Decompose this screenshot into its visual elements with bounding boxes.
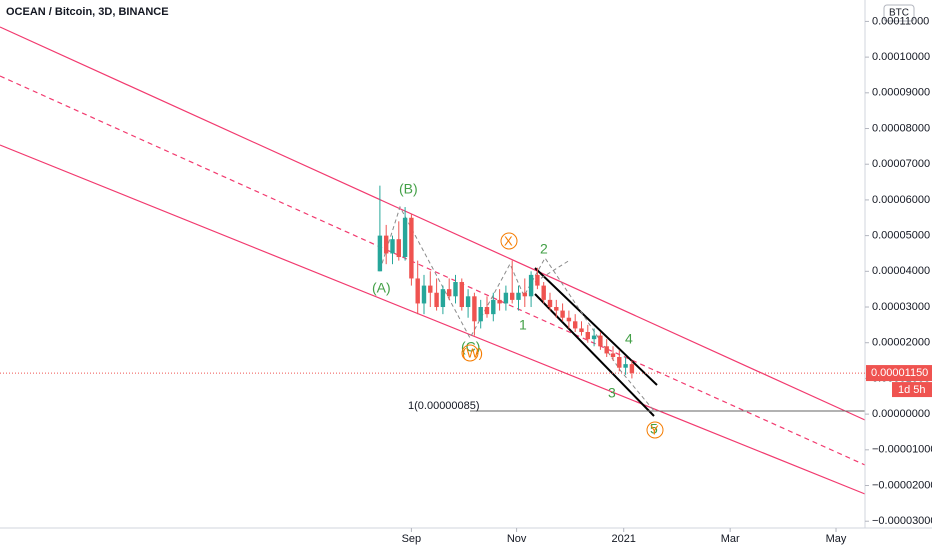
candle-body xyxy=(541,285,546,300)
wave-line xyxy=(379,205,656,413)
candle-body xyxy=(566,317,572,322)
wave-label: 1 xyxy=(519,317,527,333)
channel-lower xyxy=(0,144,866,495)
candle-body xyxy=(440,289,446,308)
candle-body xyxy=(409,217,414,279)
wave-label: 4 xyxy=(625,331,633,347)
y-tick-label: 0.00002000 xyxy=(872,337,930,349)
wave-label: X xyxy=(504,233,513,248)
wedge-top xyxy=(534,267,658,386)
candle-body xyxy=(610,353,616,357)
y-tick-label: 0.00007000 xyxy=(872,158,930,170)
wave-label: (A) xyxy=(372,280,391,296)
candle-body xyxy=(617,356,622,368)
x-tick-label: Sep xyxy=(402,533,422,545)
candle-body xyxy=(598,335,603,347)
candle-body xyxy=(522,292,528,297)
marks xyxy=(377,185,635,379)
candle-body xyxy=(428,285,433,293)
circle xyxy=(500,232,518,250)
wave-label: Y xyxy=(650,422,659,437)
candle-body xyxy=(383,235,389,254)
candle-body xyxy=(459,282,465,308)
wave-label: 3 xyxy=(608,385,616,401)
candle-body xyxy=(547,299,553,308)
candle-body xyxy=(434,292,439,308)
x-tick-label: May xyxy=(826,533,847,545)
y-tick-label: 0.00006000 xyxy=(872,194,930,206)
candle-body xyxy=(491,299,496,315)
candle-body xyxy=(629,364,635,374)
candle-body xyxy=(509,292,515,300)
circle xyxy=(461,344,479,362)
wave-label: (W) xyxy=(462,345,483,360)
y-tick-label: 0.00003000 xyxy=(872,301,930,313)
candle-body xyxy=(396,239,401,258)
candle-body xyxy=(478,307,483,322)
wave-label: (B) xyxy=(399,181,418,197)
x-tick-label: Nov xyxy=(507,533,527,545)
fib-label: 1(0.00000085) xyxy=(408,400,480,412)
candle-body xyxy=(484,307,490,315)
y-tick-label: 0.00000000 xyxy=(872,408,930,420)
y-tick-label: 0.00008000 xyxy=(872,122,930,134)
y-tick-label: 0.00009000 xyxy=(872,87,930,99)
x-tick-label: 2021 xyxy=(611,533,635,545)
candle-body xyxy=(560,310,565,318)
candle-body xyxy=(579,328,584,333)
candle-body xyxy=(503,292,509,304)
candle-body xyxy=(446,289,452,297)
candle-body xyxy=(421,285,427,304)
candle-body xyxy=(377,235,383,272)
channel xyxy=(0,26,866,495)
y-tick-label: −0.00001000 xyxy=(872,444,932,456)
countdown-box xyxy=(892,382,932,398)
candle-body xyxy=(585,332,591,340)
candle-body xyxy=(402,217,408,258)
wedge-bottom xyxy=(534,293,655,417)
wave-label: 5 xyxy=(650,421,658,437)
candle-body xyxy=(472,296,477,322)
y-tick-label: 0.00004000 xyxy=(872,265,930,277)
candle-body xyxy=(390,239,395,254)
candle-body xyxy=(604,346,609,354)
candle-body xyxy=(415,278,420,304)
y-tick-label: 0.00010000 xyxy=(872,51,930,63)
candle-body xyxy=(516,292,521,300)
currency: BTC xyxy=(889,8,909,19)
wave-label: (C) xyxy=(461,339,480,355)
candle-body xyxy=(623,364,628,368)
candle-body xyxy=(497,299,502,304)
candle-body xyxy=(591,335,597,340)
candle-body xyxy=(465,296,471,308)
y-tick-label: 0.00011000 xyxy=(872,15,929,27)
candle-body xyxy=(528,274,534,297)
x-tick-label: Mar xyxy=(721,533,740,545)
chart-title: OCEAN / Bitcoin, 3D, BINANCE xyxy=(6,6,169,18)
last-price-label: 0.00001150 xyxy=(871,367,928,379)
currency-box[interactable] xyxy=(883,4,915,22)
y-tick-label: −0.00003000 xyxy=(872,515,932,527)
wedge xyxy=(534,267,658,417)
countdown: 1d 5h xyxy=(898,384,926,396)
y-tick-label: 0.00005000 xyxy=(872,230,930,242)
last-price-box xyxy=(866,365,932,382)
candle-body xyxy=(535,274,540,286)
candle-body xyxy=(572,321,578,329)
y-tick-label: −0.00002000 xyxy=(872,479,932,491)
candle-body xyxy=(453,282,458,297)
wave-label: 2 xyxy=(540,241,548,257)
circle xyxy=(646,421,664,439)
wave-path xyxy=(379,205,656,413)
candle-body xyxy=(554,307,559,311)
channel-upper xyxy=(0,26,866,421)
